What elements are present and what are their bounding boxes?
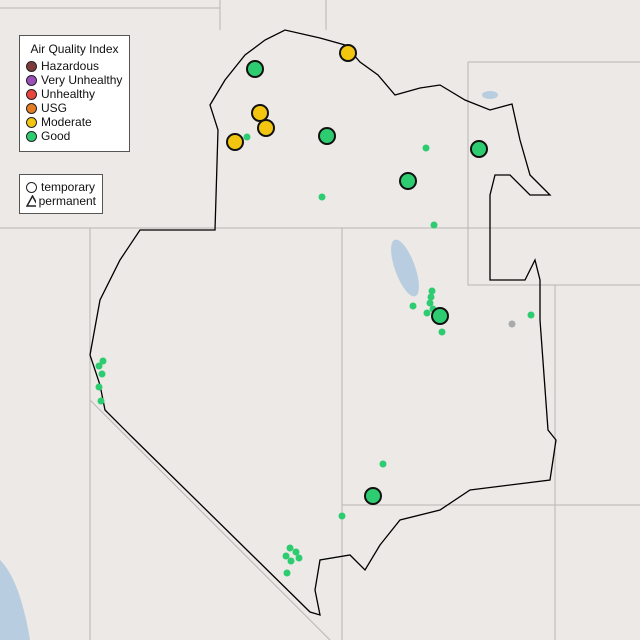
- monitor-small[interactable]: [409, 302, 417, 310]
- monitor-small[interactable]: [338, 512, 346, 520]
- legend-title: Air Quality Index: [30, 42, 119, 56]
- monitor-small[interactable]: [287, 557, 295, 565]
- legend-item-hazardous: Hazardous: [20, 59, 129, 73]
- monitor-temporary[interactable]: [318, 127, 336, 145]
- monitor-temporary[interactable]: [339, 44, 357, 62]
- monitor-temporary[interactable]: [470, 140, 488, 158]
- legend-item-unhealthy: Unhealthy: [20, 87, 129, 101]
- monitor-small[interactable]: [286, 544, 294, 552]
- legend-item-temporary: temporary: [20, 180, 102, 194]
- legend-item-moderate: Moderate: [20, 115, 129, 129]
- circle-icon: [26, 102, 37, 114]
- monitor-temporary[interactable]: [399, 172, 417, 190]
- monitor-temporary[interactable]: [257, 119, 275, 137]
- legend-item-permanent: permanent: [20, 194, 102, 208]
- monitor-small[interactable]: [428, 287, 436, 295]
- monitor-small[interactable]: [426, 299, 434, 307]
- circle-icon: [26, 181, 37, 193]
- monitor-small[interactable]: [508, 320, 516, 328]
- lakes: [0, 91, 498, 640]
- monitor-temporary[interactable]: [226, 133, 244, 151]
- monitor-small[interactable]: [422, 144, 430, 152]
- monitor-small[interactable]: [438, 328, 446, 336]
- monitor-small[interactable]: [430, 221, 438, 229]
- monitor-small[interactable]: [243, 133, 251, 141]
- monitor-small[interactable]: [282, 552, 290, 560]
- monitor-temporary[interactable]: [246, 60, 264, 78]
- monitor-small[interactable]: [99, 357, 107, 365]
- legend-item-very-unhealthy: Very Unhealthy: [20, 73, 129, 87]
- monitor-small[interactable]: [292, 548, 300, 556]
- monitor-small[interactable]: [95, 362, 103, 370]
- monitor-small[interactable]: [427, 293, 435, 301]
- circle-icon: [26, 88, 37, 100]
- shape-legend: temporary permanent: [19, 174, 103, 214]
- aqi-legend: Air Quality Index Hazardous Very Unhealth…: [19, 35, 130, 152]
- monitor-small[interactable]: [95, 383, 103, 391]
- monitor-small[interactable]: [423, 309, 431, 317]
- legend-item-usg: USG: [20, 101, 129, 115]
- circle-icon: [26, 130, 37, 142]
- monitor-temporary[interactable]: [251, 104, 269, 122]
- monitor-small[interactable]: [98, 370, 106, 378]
- monitor-small[interactable]: [283, 569, 291, 577]
- legend-item-good: Good: [20, 129, 129, 143]
- triangle-icon: [26, 195, 36, 207]
- monitor-small[interactable]: [527, 311, 535, 319]
- circle-icon: [26, 74, 37, 86]
- monitor-temporary[interactable]: [364, 487, 382, 505]
- monitor-small[interactable]: [295, 554, 303, 562]
- monitor-small[interactable]: [379, 460, 387, 468]
- circle-icon: [26, 60, 37, 72]
- monitor-small[interactable]: [318, 193, 326, 201]
- region-boundary: [89, 29, 557, 616]
- circle-icon: [26, 116, 37, 128]
- monitor-temporary[interactable]: [431, 307, 449, 325]
- monitor-small[interactable]: [97, 397, 105, 405]
